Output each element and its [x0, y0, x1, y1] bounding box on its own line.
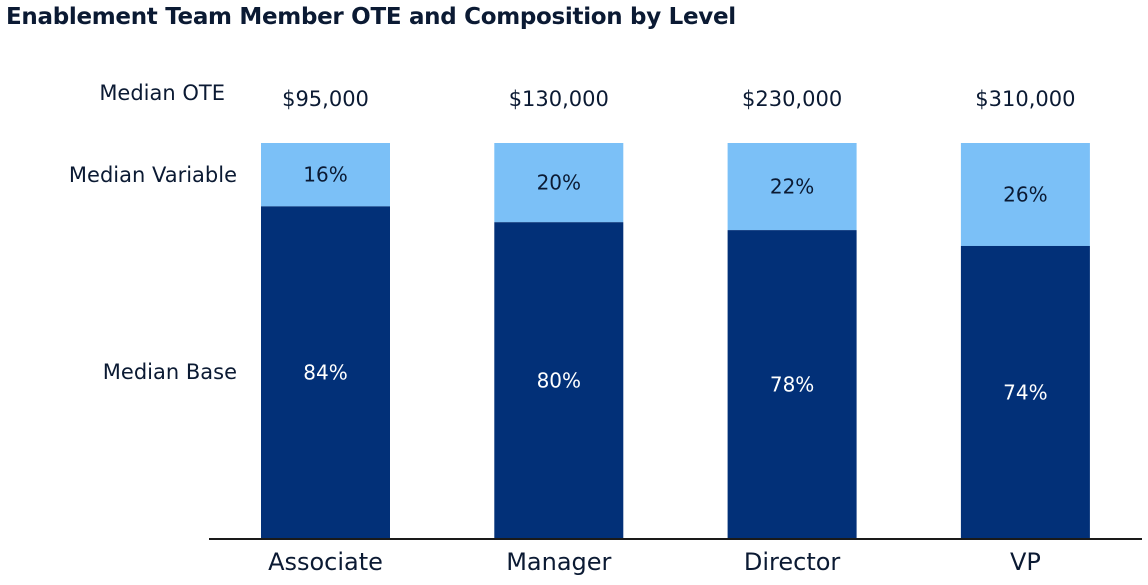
data-label-variable: 16% [303, 163, 347, 187]
bar-segment-variable [727, 143, 857, 231]
data-label-base: 84% [303, 361, 347, 385]
ote-value-label: $310,000 [975, 87, 1075, 111]
ote-value-label: $95,000 [282, 87, 369, 111]
data-label-base: 78% [770, 373, 814, 397]
bar-segment-variable [261, 143, 390, 207]
data-label-variable: 20% [537, 171, 581, 195]
ote-value-label: $230,000 [742, 87, 842, 111]
bar-segment-base [261, 206, 390, 540]
bar-segment-variable [494, 143, 624, 223]
bar-segment-base [727, 230, 857, 539]
bar-segment-base [494, 222, 624, 539]
bar-segment-base [960, 245, 1090, 539]
row-label-median-base: Median Base [103, 360, 237, 384]
chart-title: Enablement Team Member OTE and Compositi… [6, 4, 736, 30]
row-label-median-ote: Median OTE [99, 81, 225, 105]
bar-segment-variable [960, 143, 1090, 246]
data-label-variable: 22% [770, 175, 814, 199]
category-tick-label: Associate [268, 548, 383, 576]
ote-value-label: $130,000 [509, 87, 609, 111]
row-label-median-variable: Median Variable [69, 163, 237, 187]
bars-group: 16% 84% $95,000 Associate 20% 80% $130,000 Mana… [261, 87, 1090, 576]
category-tick-label: Manager [506, 548, 611, 576]
data-label-variable: 26% [1003, 182, 1047, 206]
data-label-base: 74% [1003, 380, 1047, 404]
category-tick-label: Director [744, 548, 841, 576]
data-label-base: 80% [537, 369, 581, 393]
category-tick-label: VP [1010, 548, 1041, 576]
